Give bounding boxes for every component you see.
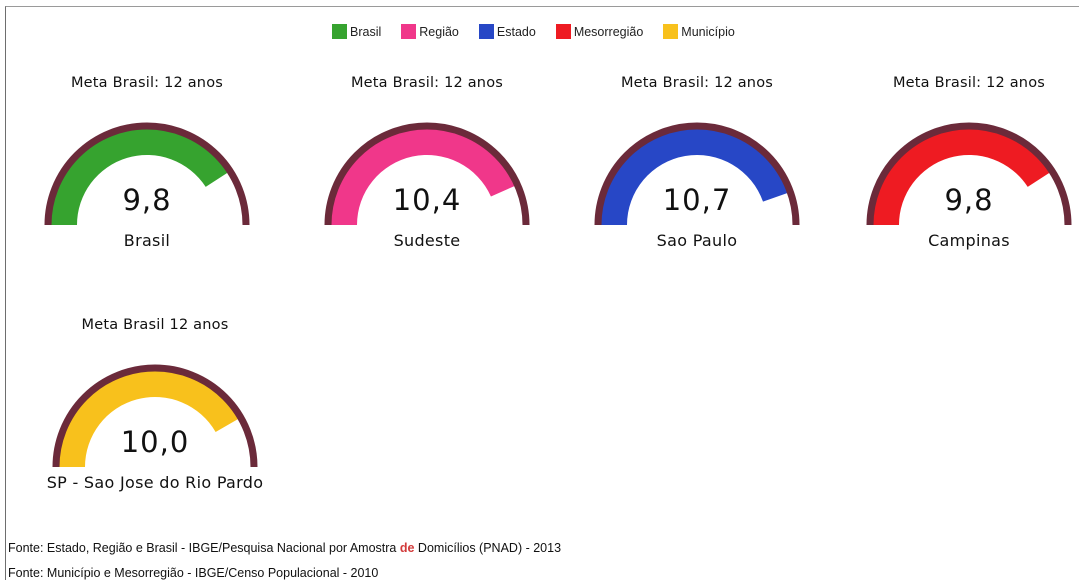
legend-swatch-municipio [663,24,679,39]
gauge-title: Meta Brasil: 12 anos [70,75,224,91]
gauge-svg [52,364,258,468]
gauge-label: Sudeste [393,231,461,250]
gauge-label: SP - Sao Jose do Rio Pardo [46,473,264,492]
gauge-value: 10,7 [662,183,732,217]
gauge-track-arc [866,122,1072,226]
gauge-track-arc [324,122,530,226]
legend-item-municipio: Município [663,24,735,39]
legend: Brasil Região Estado Mesorregião Municíp… [332,24,755,39]
gauge-svg [594,122,800,226]
legend-swatch-mesorregiao [555,24,571,39]
gauge-track-arc [52,364,258,468]
legend-item-regiao: Região [401,24,459,39]
source-note-censo: Fonte: Município e Mesorregião - IBGE/Ce… [8,566,379,580]
source-text-start: Fonte: Estado, Região e Brasil - IBGE/Pe… [8,541,400,555]
gauge-campinas: Meta Brasil: 12 anos 9,8 Campinas [839,75,1081,285]
gauge-value: 9,8 [944,183,994,217]
legend-swatch-brasil [332,24,347,39]
legend-item-brasil: Brasil [332,24,381,39]
gauge-sao-paulo: Meta Brasil: 12 anos 10,7 Sao Paulo [567,75,827,285]
gauge-sudeste: Meta Brasil: 12 anos 10,4 Sudeste [297,75,557,285]
legend-label-municipio: Município [681,24,735,39]
gauge-title: Meta Brasil: 12 anos [350,75,504,91]
gauge-label: Sao Paulo [656,231,738,250]
source-text-end: Domicílios (PNAD) - 2013 [414,541,562,555]
legend-swatch-regiao [401,24,417,39]
legend-item-estado: Estado [478,24,536,39]
gauge-svg [866,122,1072,226]
legend-label-mesorregiao: Mesorregião [573,24,644,39]
gauge-value: 9,8 [122,183,172,217]
gauge-track-arc [594,122,800,226]
gauge-svg [44,122,250,226]
source-text-de: de [399,541,415,555]
gauge-title: Meta Brasil: 12 anos [620,75,774,91]
legend-label-brasil: Brasil [350,24,382,39]
source-note-pnad: Fonte: Estado, Região e Brasil - IBGE/Pe… [8,541,561,555]
gauge-fill-arc [59,371,239,467]
gauge-municipio: Meta Brasil 12 anos 10,0 SP - Sao Jose d… [25,317,285,527]
gauge-fill-arc [873,129,1050,225]
gauge-fill-arc [331,129,515,225]
gauge-svg [324,122,530,226]
gauge-fill-arc [51,129,228,225]
gauge-label: Brasil [123,231,171,250]
gauge-title: Meta Brasil: 12 anos [892,75,1046,91]
gauge-brasil: Meta Brasil: 12 anos 9,8 Brasil [17,75,277,285]
gauge-title: Meta Brasil 12 anos [81,317,229,333]
gauge-value: 10,4 [392,183,462,217]
legend-label-estado: Estado [496,24,536,39]
gauge-track-arc [44,122,250,226]
gauge-value: 10,0 [120,425,190,459]
gauge-label: Campinas [928,231,1010,250]
legend-swatch-estado [478,24,494,39]
gauge-fill-arc [601,128,788,225]
legend-item-mesorregiao: Mesorregião [555,24,644,39]
chart-frame [5,6,1079,580]
legend-label-regiao: Região [419,24,459,39]
